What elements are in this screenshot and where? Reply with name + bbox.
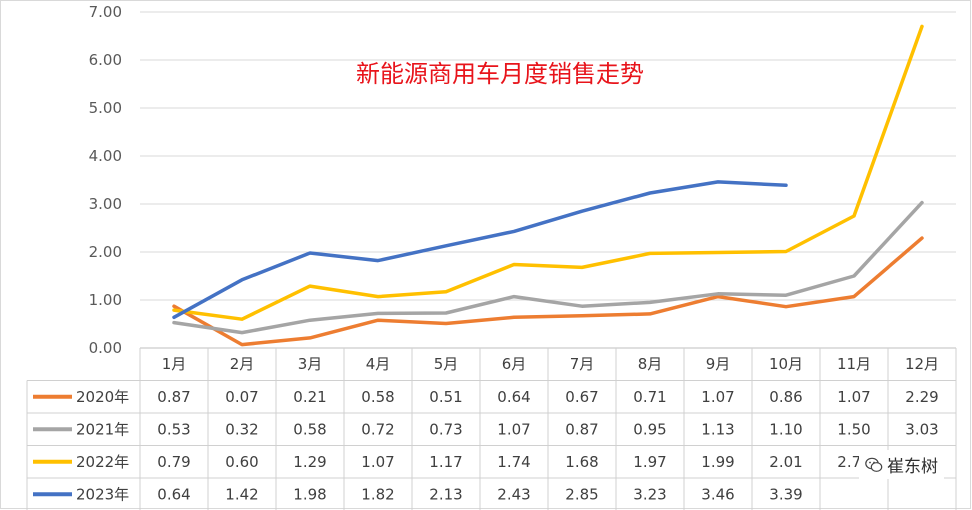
x-category-label: 6月 xyxy=(502,355,527,373)
x-category-label: 9月 xyxy=(706,355,731,373)
gridlines xyxy=(140,11,956,301)
table-cell-value: 1.07 xyxy=(701,388,734,406)
data-table: 1月 2月 3月 4月 5月 6月 7月 8月 9月 10月 11月 12月 2020年 0.87 0.07… xyxy=(26,347,957,510)
series-line xyxy=(172,24,924,321)
table-cell-value: 2.29 xyxy=(905,388,938,406)
table-cell-value: 0.87 xyxy=(157,388,190,406)
table-cell-value: 1.98 xyxy=(293,485,326,503)
table-cell-value: 3.23 xyxy=(633,485,666,503)
table-cell-value: 0.73 xyxy=(429,420,462,438)
table-cell-value: 0.51 xyxy=(429,388,462,406)
table-cell-value: 0.58 xyxy=(361,388,394,406)
table-cell-value: 1.07 xyxy=(497,420,530,438)
table-cell-value: 0.87 xyxy=(565,420,598,438)
table-cell-value: 0.64 xyxy=(157,485,190,503)
x-category-label: 10月 xyxy=(769,355,803,373)
table-cell-value: 1.74 xyxy=(497,453,530,471)
x-category-label: 8月 xyxy=(638,355,663,373)
table-cell-value: 0.79 xyxy=(157,453,190,471)
x-category-label: 2月 xyxy=(230,355,255,373)
wechat-icon xyxy=(865,457,883,472)
table-cell-value: 0.07 xyxy=(225,388,258,406)
table-cell-value: 0.64 xyxy=(497,388,530,406)
table-cell-value: 3.03 xyxy=(905,420,938,438)
series-line xyxy=(172,236,924,347)
table-cell-value: 0.72 xyxy=(361,420,394,438)
x-category-label: 12月 xyxy=(905,355,939,373)
table-cell-value: 0.53 xyxy=(157,420,190,438)
series-name: 2021年 xyxy=(76,420,129,438)
y-tick-label: 2.00 xyxy=(89,243,122,261)
y-tick-label: 7.00 xyxy=(89,3,122,21)
table-cell-value: 2.13 xyxy=(429,485,462,503)
watermark-text: 崔东树 xyxy=(887,457,938,477)
x-category-label: 5月 xyxy=(434,355,459,373)
table-cell-value: 0.86 xyxy=(769,388,802,406)
table-cell-value: 2.85 xyxy=(565,485,598,503)
y-tick-label: 5.00 xyxy=(89,99,122,117)
table-cell-value: 1.29 xyxy=(293,453,326,471)
x-category-label: 1月 xyxy=(162,355,187,373)
table-cell-value: 1.42 xyxy=(225,485,258,503)
table-cell-value: 1.82 xyxy=(361,485,394,503)
watermark: 崔东树 xyxy=(859,450,944,479)
series-line xyxy=(172,180,788,320)
table-cell-value: 0.58 xyxy=(293,420,326,438)
x-category-label: 11月 xyxy=(837,355,871,373)
table-cell-value: 1.68 xyxy=(565,453,598,471)
table-cell-value: 2.01 xyxy=(769,453,802,471)
y-tick-label: 6.00 xyxy=(89,51,122,69)
y-tick-label: 4.00 xyxy=(89,147,122,165)
series-line xyxy=(172,200,924,335)
table-cell-value: 0.95 xyxy=(633,420,666,438)
table-cell-value: 1.17 xyxy=(429,453,462,471)
y-tick-label: 3.00 xyxy=(89,195,122,213)
table-cell-value: 1.10 xyxy=(769,420,802,438)
table-cell-value: 0.32 xyxy=(225,420,258,438)
table-cell-value: 1.13 xyxy=(701,420,734,438)
series-name: 2020年 xyxy=(76,388,129,406)
y-tick-label: 0.00 xyxy=(89,339,122,357)
table-cell-value: 1.97 xyxy=(633,453,666,471)
x-category-label: 4月 xyxy=(366,355,391,373)
table-cell-value: 0.67 xyxy=(565,388,598,406)
table-cell-value: 1.99 xyxy=(701,453,734,471)
table-cell-value: 0.60 xyxy=(225,453,258,471)
x-category-label: 7月 xyxy=(570,355,595,373)
y-axis-ticks: 0.00 1.00 2.00 3.00 4.00 5.00 6.00 7.00 xyxy=(89,3,122,357)
y-tick-label: 1.00 xyxy=(89,291,122,309)
table-cell-value: 1.07 xyxy=(361,453,394,471)
x-category-label: 3月 xyxy=(298,355,323,373)
table-cell-value: 0.71 xyxy=(633,388,666,406)
series-name: 2023年 xyxy=(76,485,129,503)
table-cell-value: 2.43 xyxy=(497,485,530,503)
table-cell-value: 3.46 xyxy=(701,485,734,503)
table-cell-value: 1.50 xyxy=(837,420,870,438)
table-cell-value: 0.21 xyxy=(293,388,326,406)
table-cell-value: 1.07 xyxy=(837,388,870,406)
table-cell-value: 3.39 xyxy=(769,485,802,503)
series-lines xyxy=(172,24,924,347)
series-name: 2022年 xyxy=(76,453,129,471)
chart-title: 新能源商用车月度销售走势 xyxy=(356,60,644,88)
